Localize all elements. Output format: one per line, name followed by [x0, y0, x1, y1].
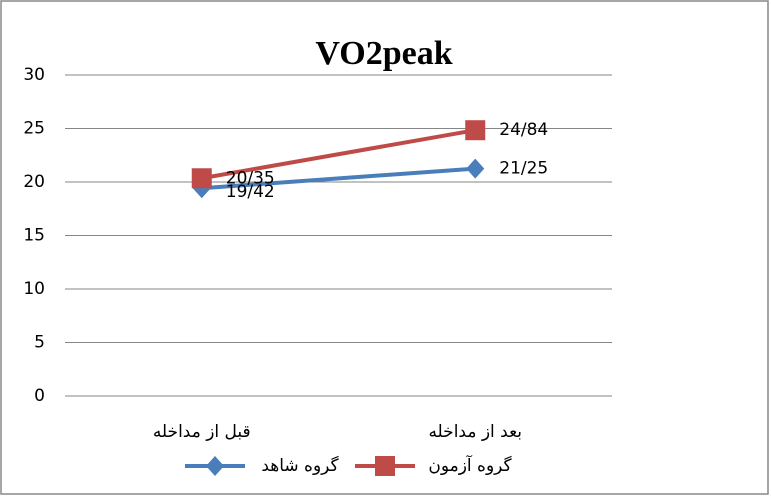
- y-tick-label: 30: [23, 65, 45, 85]
- data-label: 24/84: [499, 120, 548, 140]
- chart-title: VO2peak: [315, 35, 452, 72]
- y-tick-label: 15: [23, 226, 45, 246]
- y-tick-label: 0: [34, 386, 45, 406]
- y-tick-label: 5: [34, 333, 45, 353]
- legend-label: گروه شاهد: [261, 455, 339, 476]
- data-label: 20/35: [226, 168, 275, 188]
- legend-label: گروه آزمون: [428, 454, 512, 476]
- y-tick-label: 25: [23, 119, 45, 139]
- marker: [206, 456, 224, 476]
- x-tick-label: بعد از مداخله: [428, 422, 522, 442]
- series-line: [201, 166, 476, 191]
- y-tick-label: 20: [23, 172, 45, 192]
- marker: [465, 120, 486, 141]
- marker: [466, 158, 485, 179]
- y-tick-label: 10: [23, 279, 45, 299]
- series-line: [201, 128, 476, 181]
- marker: [375, 456, 395, 476]
- data-label: 19/42: [226, 182, 275, 202]
- marker: [191, 168, 212, 189]
- data-label: 21/25: [499, 159, 548, 179]
- x-tick-label: قبل از مداخله: [153, 422, 251, 442]
